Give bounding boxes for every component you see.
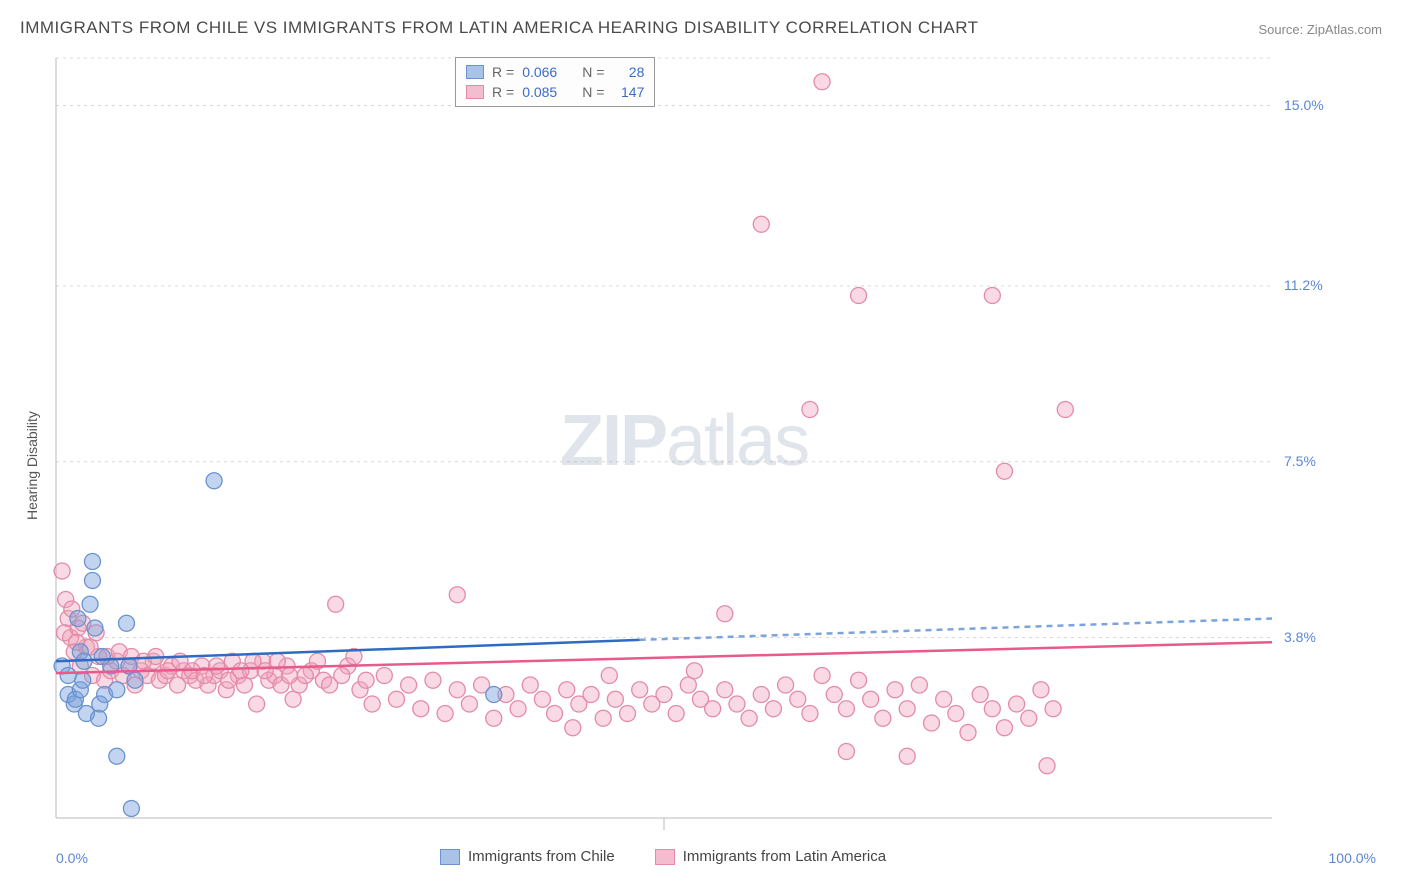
chart-source: Source: ZipAtlas.com [1258,22,1382,37]
legend-series-item-chile: Immigrants from Chile [440,848,615,865]
legend-swatch-icon [440,849,460,865]
y-tick-label: 11.2% [1284,277,1323,293]
legend-swatch-icon [466,65,484,79]
legend-stats-row-chile: R = 0.066 N = 28 [466,62,644,82]
chart-title: IMMIGRANTS FROM CHILE VS IMMIGRANTS FROM… [20,18,979,38]
n-label: N = [582,82,604,102]
legend-swatch-icon [655,849,675,865]
n-value: 28 [612,62,644,82]
r-value: 0.085 [522,82,574,102]
y-axis-label: Hearing Disability [24,411,40,520]
legend-series-label: Immigrants from Chile [468,848,615,865]
x-axis-min-label: 0.0% [56,850,88,866]
y-tick-label: 7.5% [1284,453,1316,469]
r-label: R = [492,82,514,102]
legend-stats-box: R = 0.066 N = 28 R = 0.085 N = 147 [455,57,655,107]
n-label: N = [582,62,604,82]
y-tick-label: 3.8% [1284,629,1316,645]
legend-swatch-icon [466,85,484,99]
x-axis-max-label: 100.0% [1329,850,1376,866]
legend-series-item-latin: Immigrants from Latin America [655,848,886,865]
r-value: 0.066 [522,62,574,82]
legend-stats-row-latin: R = 0.085 N = 147 [466,82,644,102]
legend-series: Immigrants from Chile Immigrants from Lat… [440,848,886,865]
n-value: 147 [612,82,644,102]
correlation-scatter-chart [52,54,1332,834]
r-label: R = [492,62,514,82]
y-tick-label: 15.0% [1284,97,1324,113]
legend-series-label: Immigrants from Latin America [683,848,886,865]
